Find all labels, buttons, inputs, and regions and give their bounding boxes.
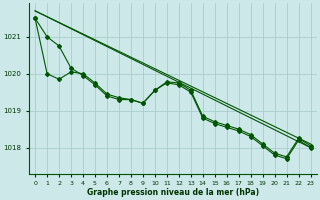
X-axis label: Graphe pression niveau de la mer (hPa): Graphe pression niveau de la mer (hPa) xyxy=(87,188,259,197)
